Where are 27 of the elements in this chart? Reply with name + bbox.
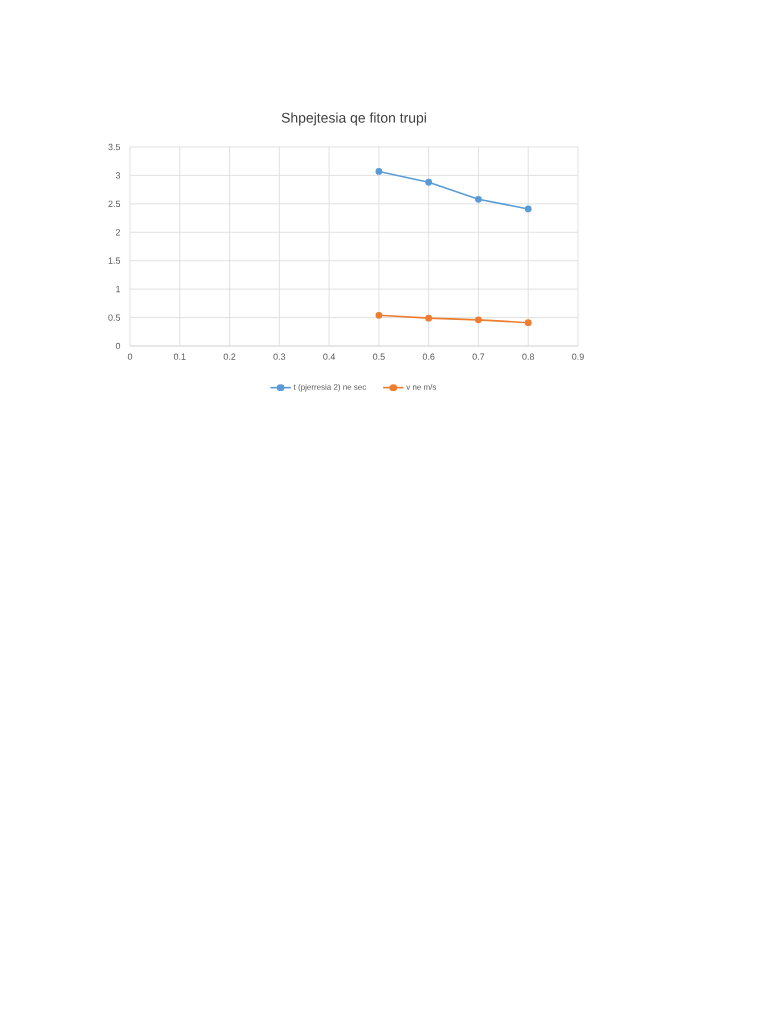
point xyxy=(375,311,383,319)
x-tick-label: 0.2 xyxy=(223,353,236,360)
x-tick-label: 0.6 xyxy=(422,353,435,360)
point xyxy=(375,168,383,175)
x-tick-label: 0.5 xyxy=(373,353,385,360)
point xyxy=(425,314,433,322)
x-tick-label: 0.4 xyxy=(323,353,336,360)
x-tick-label: 0.9 xyxy=(572,353,584,360)
x-tick-label: 0.3 xyxy=(273,353,286,360)
x-tick-label: 0.7 xyxy=(472,353,485,360)
y-tick-label: 3 xyxy=(115,172,121,179)
x-tick-label: 0 xyxy=(127,353,133,360)
x-tick-label: 0.1 xyxy=(173,353,186,360)
point xyxy=(475,316,482,324)
y-tick-label: 1.5 xyxy=(108,257,121,264)
point xyxy=(524,319,532,327)
point xyxy=(524,205,532,213)
y-tick-label: 2 xyxy=(115,229,121,236)
y-tick-label: 1 xyxy=(116,286,121,293)
x-tick-label: 0.8 xyxy=(522,353,535,360)
y-tick-label: 0 xyxy=(115,342,121,350)
point xyxy=(475,195,482,203)
y-tick-label: 0.5 xyxy=(108,314,121,321)
point xyxy=(425,178,433,186)
chart-title: Shpejtesia qe fiton trupi xyxy=(281,112,426,126)
y-tick-label: 3.5 xyxy=(108,143,121,151)
y-tick-label: 2.5 xyxy=(108,200,121,208)
